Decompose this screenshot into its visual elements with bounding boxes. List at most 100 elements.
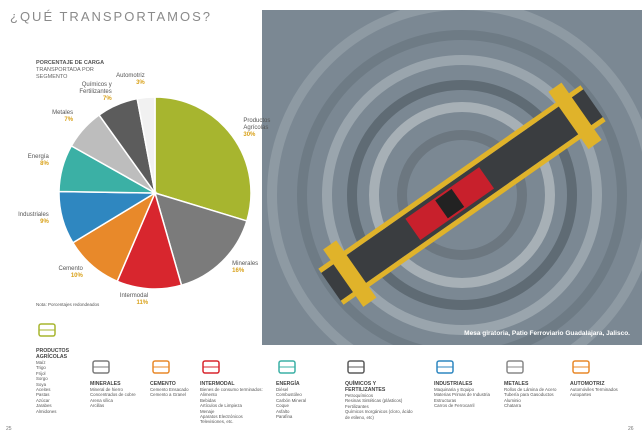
- segment-item: Cemento Ensacado: [150, 387, 189, 392]
- page-number: 26: [628, 426, 634, 432]
- segment-item: Bienes de consumo terminados:: [200, 387, 263, 392]
- slice-value: 3%: [136, 80, 145, 87]
- slice-value: 7%: [64, 116, 74, 123]
- segment-item: Asfalto: [276, 408, 290, 414]
- segment-item: Fertilizantes: [345, 403, 369, 409]
- segment-item: Bebidas: [200, 397, 216, 403]
- segment-item: Maíz: [36, 360, 46, 365]
- slice-name: Industriales: [18, 211, 49, 218]
- slice-name: Automotriz: [116, 73, 145, 80]
- segment-item: Mineral de hierro: [90, 387, 123, 392]
- segment-item: Parafina: [276, 414, 293, 420]
- slice-label: Productos Agrícolas 30%: [243, 118, 291, 139]
- segment-item: Tubería para Gasoductos: [504, 392, 554, 398]
- segment-item: Cemento a Granel: [150, 392, 186, 398]
- slice-value: 16%: [232, 268, 245, 275]
- photo-caption: Mesa giratoria, Patio Ferroviario Guadal…: [464, 330, 630, 337]
- pie-slice: [154, 96, 252, 222]
- segment-title: METALES: [504, 381, 529, 387]
- segment: INTERMODAL Bienes de consumo terminados: A…: [200, 381, 270, 425]
- slice-label: Cemento 10%: [35, 266, 83, 280]
- segment-item: Televisiones, etc.: [200, 419, 234, 425]
- pie-slice: [116, 190, 183, 290]
- slice-value: 30%: [243, 131, 256, 138]
- pie-slice: [136, 96, 156, 194]
- segment-item: Alimento: [200, 392, 218, 398]
- segment-title: INTERMODAL: [200, 381, 235, 387]
- photo: [262, 10, 642, 345]
- chart-title: PORCENTAJE DE CARGA: [36, 60, 105, 66]
- note: Nota: Porcentajes redondeados: [36, 302, 100, 307]
- slice-name: Productos Agrícolas: [243, 117, 271, 131]
- segment: ENERGÍA Diésel Combustóleo Carbón Mineral Co…: [276, 381, 346, 419]
- slice-value: 9%: [40, 218, 49, 225]
- segment-item: Automóviles Terminados: [570, 387, 618, 392]
- segment-item: Aceites: [36, 387, 51, 393]
- segment-icon: [38, 323, 56, 337]
- segment-item: Estructuras: [434, 397, 457, 403]
- segment: PRODUCTOS AGRÍCOLAS Maíz Trigo Frijol Sorgo S…: [36, 348, 76, 414]
- slice-name: Cemento: [58, 266, 83, 273]
- segment-item: Diésel: [276, 387, 289, 392]
- segment-item: Aparatos Electrónicos: [200, 414, 243, 420]
- segment-item: Carros de Ferrocarril: [434, 403, 475, 409]
- segment-title: INDUSTRIALES: [434, 381, 473, 387]
- pie-chart: [58, 96, 252, 290]
- segment-title: ENERGÍA: [276, 381, 300, 387]
- slice-name: Químicos y Fertilizantes: [79, 81, 112, 95]
- pie-slice: [153, 191, 248, 287]
- slice-label: Químicos y Fertilizantes 7%: [64, 81, 112, 103]
- segment-item: Chatarra: [504, 403, 522, 409]
- segment-icon: [92, 360, 110, 374]
- segment-title: CEMENTO: [150, 381, 176, 387]
- slice-label: Metales 7%: [25, 110, 73, 124]
- segment-icon: [202, 360, 220, 374]
- segment: AUTOMOTRIZ Automóviles Terminados Autopart…: [570, 381, 640, 398]
- header-title: ¿QUÉ TRANSPORTAMOS?: [10, 9, 212, 24]
- segment: METALES Rollos de Lámina de Acero Tubería …: [504, 381, 574, 409]
- slice-name: Energía: [27, 154, 49, 161]
- segment-item: Arcillas: [90, 403, 105, 409]
- slice-label: Minerales 16%: [232, 261, 280, 275]
- slice-name: Intermodal: [119, 292, 149, 299]
- segment-item: Químicos Inorgánicos (cloro, ácido de et…: [345, 409, 413, 420]
- segment-title: MINERALES: [90, 381, 121, 387]
- slice-label: Intermodal 11%: [100, 293, 148, 307]
- segment: QUÍMICOS Y FERTILIZANTES Petroquímicos Res…: [345, 381, 415, 420]
- segment-item: Trigo: [36, 365, 46, 371]
- segment: CEMENTO Cemento Ensacado Cemento a Granel: [150, 381, 220, 398]
- segment-item: Rollos de Lámina de Acero: [504, 387, 557, 392]
- segment-item: Sorgo: [36, 376, 48, 382]
- segment-icon: [278, 360, 296, 374]
- slice-label: Energía 8%: [1, 154, 49, 168]
- segment-item: Aluminio: [504, 397, 521, 403]
- segment-item: Petroquímicos: [345, 393, 374, 398]
- segment: MINERALES Mineral de hierro Concentrados d…: [90, 381, 160, 409]
- page-number: 25: [6, 426, 12, 432]
- chart-subtitle: TRANSPORTADA POR SEGMENTO: [36, 67, 94, 80]
- slice-name: Minerales: [232, 261, 259, 268]
- segment-item: Menaje: [200, 408, 215, 414]
- segment-item: Soya: [36, 381, 47, 387]
- segment-item: Almidones: [36, 408, 57, 414]
- segment-item: Materias Primas de Industria: [434, 392, 490, 398]
- segment-item: Carbón Mineral: [276, 397, 307, 403]
- segment-icon: [506, 360, 524, 374]
- slice-value: 10%: [70, 273, 83, 280]
- slice-value: 7%: [103, 95, 112, 102]
- segment-item: Autopartes: [570, 392, 592, 398]
- segment-title: QUÍMICOS Y FERTILIZANTES: [345, 381, 386, 393]
- segment-item: Jarabes: [36, 403, 52, 409]
- segment-icon: [572, 360, 590, 374]
- slice-label: Automotriz 3%: [97, 73, 145, 87]
- segment-icon: [347, 360, 365, 374]
- segment-title: AUTOMOTRIZ: [570, 381, 605, 387]
- segment-item: Combustóleo: [276, 392, 302, 398]
- segment-title: PRODUCTOS AGRÍCOLAS: [36, 348, 70, 360]
- segment-item: Maquinaria y Equipo: [434, 387, 475, 392]
- segment-item: Resinas Sintéticas (plásticos): [345, 398, 403, 404]
- slice-label: Industriales 9%: [1, 212, 49, 226]
- segment-item: Frijol: [36, 370, 46, 376]
- slice-name: Metales: [52, 109, 74, 116]
